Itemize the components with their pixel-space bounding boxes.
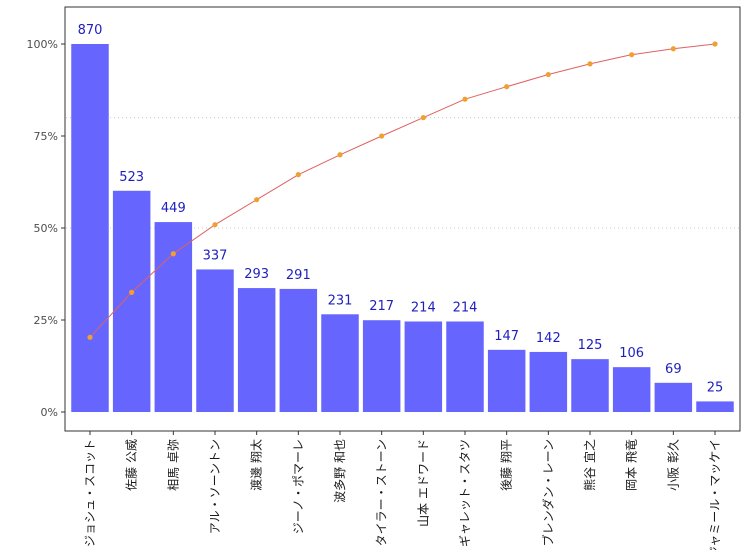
bar-value-label: 125 xyxy=(578,338,603,353)
bar xyxy=(321,314,359,412)
bar-value-label: 214 xyxy=(453,300,478,315)
bar xyxy=(71,44,109,412)
bar-value-label: 449 xyxy=(161,201,186,216)
x-category-label: ブレンダン・レーン xyxy=(540,439,555,546)
bar-value-label: 293 xyxy=(244,267,269,282)
bar-value-label: 214 xyxy=(411,300,436,315)
bar-value-labels: 870 523 449 337 293 291 231 217 214 214 147 142 125 1… xyxy=(78,23,724,395)
x-category-label: ジョシュ・スコット xyxy=(83,439,97,547)
bar-value-label: 870 xyxy=(78,23,103,38)
bar-value-label: 147 xyxy=(494,329,519,344)
x-axis: ジョシュ・スコット 佐藤 公威 相馬 卓弥 アル・ソーントン 渡邊 翔太 ジーノ・ポマーレ… xyxy=(83,431,722,550)
cumulative-point xyxy=(462,96,468,102)
x-category-label: 佐藤 公威 xyxy=(125,439,139,491)
cumulative-point xyxy=(670,46,676,52)
x-category-label: 岡本 飛竜 xyxy=(625,439,639,491)
x-category-label: 山本 エドワード xyxy=(416,439,430,527)
bar xyxy=(446,321,484,412)
y-axis: 0% 25% 50% 75% 100% xyxy=(27,38,65,419)
cumulative-line xyxy=(87,41,718,340)
cumulative-point xyxy=(629,52,635,58)
bar xyxy=(112,190,151,412)
bar-value-label: 217 xyxy=(369,299,394,314)
cumulative-point xyxy=(712,41,718,47)
bar-value-label: 142 xyxy=(536,331,561,346)
bar xyxy=(362,320,401,412)
cumulative-point xyxy=(295,172,301,178)
x-category-label: 相馬 卓弥 xyxy=(165,439,180,491)
cumulative-point xyxy=(129,289,135,295)
x-category-label: 後藤 翔平 xyxy=(500,439,514,491)
cumulative-point xyxy=(170,251,176,257)
bar-value-label: 337 xyxy=(203,248,228,263)
bar xyxy=(696,401,734,412)
y-tick-label: 75% xyxy=(34,130,58,143)
bar-value-label: 25 xyxy=(707,380,724,395)
cumulative-point xyxy=(87,334,93,340)
y-tick-label: 25% xyxy=(34,314,58,327)
bar-value-label: 231 xyxy=(328,293,353,308)
cumulative-point xyxy=(337,152,343,158)
bar-value-label: 69 xyxy=(665,362,682,377)
x-category-label: ジャミール・マッケイ xyxy=(708,439,722,550)
bar xyxy=(237,288,276,412)
bar xyxy=(571,359,609,412)
bar xyxy=(529,351,568,412)
cumulative-point xyxy=(545,71,551,78)
x-category-label: 熊谷 宜之 xyxy=(582,439,597,491)
bar xyxy=(404,321,443,412)
y-tick-label: 100% xyxy=(27,38,58,51)
cumulative-point xyxy=(504,84,510,90)
y-tick-label: 0% xyxy=(41,406,58,419)
x-category-label: 小阪 彰久 xyxy=(665,439,680,491)
cumulative-point xyxy=(212,222,218,228)
cumulative-point xyxy=(587,61,593,67)
cumulative-point xyxy=(254,197,260,203)
bar xyxy=(487,349,526,412)
x-category-label: 渡邊 翔太 xyxy=(249,439,264,491)
x-category-label: アル・ソーントン xyxy=(208,439,222,534)
cumulative-point xyxy=(420,115,426,121)
x-category-label: ギャレット・スタツ xyxy=(458,439,472,547)
bar xyxy=(279,288,318,412)
x-category-label: 波多野 和也 xyxy=(333,439,347,503)
bar-value-label: 106 xyxy=(619,346,644,361)
cumulative-polyline xyxy=(89,43,716,338)
bar-value-label: 523 xyxy=(119,170,144,185)
y-tick-label: 50% xyxy=(34,222,58,235)
bar xyxy=(654,382,693,412)
bar xyxy=(154,222,193,412)
cumulative-point xyxy=(379,133,385,139)
bar-value-label: 291 xyxy=(286,268,311,283)
bar xyxy=(612,367,651,412)
bar xyxy=(196,269,234,412)
x-category-label: タイラー・ストーン xyxy=(375,439,389,546)
x-category-label: ジーノ・ポマーレ xyxy=(291,439,305,534)
